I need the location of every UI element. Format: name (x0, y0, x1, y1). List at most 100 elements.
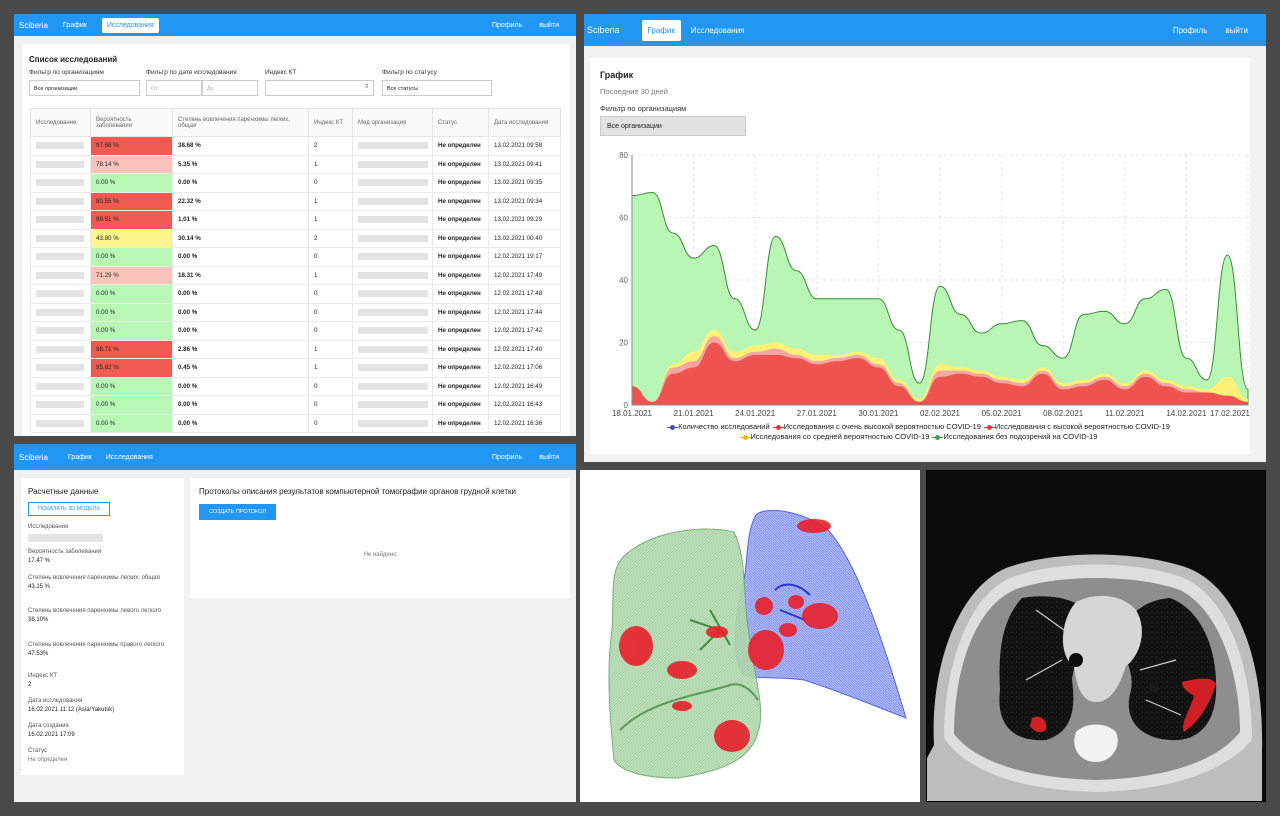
study-id-cell (30, 339, 91, 359)
status-cell: Не определен (432, 265, 489, 285)
col-study[interactable]: Исследование (30, 108, 91, 137)
col-involvement[interactable]: Степень вовлечения паренхимы легких, общ… (172, 108, 309, 137)
date-from-input[interactable]: От (146, 80, 202, 96)
x-tick-label: 05.02.2021 (982, 409, 1023, 418)
ct-index-cell: 0 (308, 247, 353, 267)
legend-item[interactable]: Количество исследований (667, 422, 770, 431)
stepper-arrows-icon[interactable]: ⇕ (363, 84, 369, 90)
med-org-cell (352, 228, 433, 248)
probability-cell: 71.29 % (90, 265, 173, 285)
nav-studies[interactable]: Исследования (101, 17, 159, 33)
col-ct-index[interactable]: Индекс КТ (308, 108, 353, 137)
table-row[interactable]: 0.00 % 0.00 % 0 Не определен 12.02.2021 16:4… (30, 395, 561, 415)
probability-cell: 80.55 % (90, 191, 173, 211)
nav-chart[interactable]: График (67, 453, 92, 461)
brand-logo[interactable]: Sciberia (19, 20, 48, 30)
table-row[interactable]: 97.68 % 38.68 % 2 Не определен 13.02.2021 09… (30, 136, 561, 156)
table-row[interactable]: 95.82 % 0.45 % 1 Не определен 12.02.2021 17:… (30, 358, 561, 378)
med-org-cell (352, 265, 433, 285)
ct-index-cell: 0 (308, 413, 353, 433)
nav-profile[interactable]: Профиль (492, 453, 523, 461)
study-id-placeholder (36, 327, 84, 335)
nav-profile[interactable]: Профиль (492, 21, 523, 29)
table-row[interactable]: 43.80 % 30.14 % 2 Не определен 13.02.2021 00… (30, 228, 561, 248)
chart-card: График Последние 30 дней Фильтр по орган… (590, 58, 1250, 454)
brand-logo[interactable]: Sciberia (587, 25, 620, 35)
study-id-placeholder (36, 234, 84, 242)
nav-logout[interactable]: выйти (1225, 25, 1248, 35)
legend-marker-icon (983, 424, 995, 430)
ct-slice-view[interactable] (926, 470, 1266, 802)
med-org-placeholder (358, 253, 428, 261)
table-row[interactable]: 0.00 % 0.00 % 0 Не определен 12.02.2021 16:3… (30, 413, 561, 433)
table-row[interactable]: 98.71 % 2.86 % 1 Не определен 12.02.2021 17:… (30, 339, 561, 359)
legend-marker-icon (932, 434, 944, 440)
study-id-cell (30, 321, 91, 341)
med-org-placeholder (358, 401, 428, 409)
legend-marker-icon (772, 424, 784, 430)
detail-field: Степень вовлечения паренхимы легких, общ… (28, 575, 178, 591)
org-filter-input[interactable]: Все организации (29, 80, 140, 96)
legend-item[interactable]: Исследования без подозрений на COVID-19 (932, 432, 1097, 441)
table-row[interactable]: 78.14 % 5.35 % 1 Не определен 13.02.2021 09:… (30, 154, 561, 174)
empty-state-text: Не найдено (363, 552, 397, 558)
detail-field-label: Дата создания (28, 723, 69, 729)
date-to-input[interactable]: До (202, 80, 258, 96)
show-3d-model-button[interactable]: ПОКАЗАТЬ 3D МОДЕЛЬ (28, 502, 110, 516)
date-cell: 12.02.2021 17:49 (488, 265, 561, 285)
legend-marker-icon (739, 434, 751, 440)
org-filter-label: Фильтр по организациям (29, 69, 104, 76)
table-row[interactable]: 0.00 % 0.00 % 0 Не определен 13.02.2021 09:3… (30, 173, 561, 193)
involvement-cell: 0.00 % (172, 321, 309, 341)
table-row[interactable]: 0.00 % 0.00 % 0 Не определен 12.02.2021 17:4… (30, 321, 561, 341)
status-cell: Не определен (432, 395, 489, 415)
nav-logout[interactable]: выйти (539, 21, 559, 29)
study-id-placeholder (36, 179, 84, 187)
study-id-placeholder (36, 197, 84, 205)
nav-studies[interactable]: Исследования (105, 453, 153, 461)
ct-index-stepper[interactable]: ⇕ (265, 80, 374, 96)
lung-3d-model-view[interactable] (580, 470, 920, 802)
nav-studies[interactable]: Исследования (690, 25, 745, 35)
detail-field: Вероятность заболевания 17.47 % (28, 549, 178, 565)
ct-index-cell: 0 (308, 284, 353, 304)
col-status[interactable]: Статус (432, 108, 489, 137)
ct-index-cell: 1 (308, 154, 353, 174)
ct-index-cell: 1 (308, 210, 353, 230)
col-date[interactable]: Дата исследования (488, 108, 561, 137)
nav-chart[interactable]: График (641, 19, 681, 41)
table-row[interactable]: 0.00 % 0.00 % 0 Не определен 12.02.2021 17:4… (30, 302, 561, 322)
legend-item[interactable]: Исследования с очень высокой вероятность… (772, 422, 981, 431)
org-filter-select[interactable]: Все организации (600, 116, 746, 136)
study-table: Исследование Вероятность заболевания Сте… (30, 108, 561, 433)
create-protocol-button[interactable]: СОЗДАТЬ ПРОТОКОЛ (199, 504, 276, 520)
table-row[interactable]: 0.00 % 0.00 % 0 Не определен 12.02.2021 16:4… (30, 376, 561, 396)
detail-field-label: Степень вовлечения паренхимы правого лег… (28, 642, 165, 648)
nav-chart[interactable]: График (62, 21, 87, 29)
table-row[interactable]: 80.55 % 22.32 % 1 Не определен 13.02.2021 09… (30, 191, 561, 211)
table-row[interactable]: 71.29 % 18.31 % 1 Не определен 12.02.2021 17… (30, 265, 561, 285)
table-row[interactable]: 0.00 % 0.00 % 0 Не определен 12.02.2021 19:1… (30, 247, 561, 267)
study-id-cell (30, 395, 91, 415)
nav-logout[interactable]: выйти (539, 453, 559, 461)
chart-title: График (600, 70, 634, 80)
med-org-placeholder (358, 271, 428, 279)
med-org-cell (352, 321, 433, 341)
date-cell: 12.02.2021 19:17 (488, 247, 561, 267)
legend-item[interactable]: Исследования со средней вероятностью COV… (739, 432, 929, 441)
brand-logo[interactable]: Sciberia (19, 452, 48, 462)
study-id-cell (30, 191, 91, 211)
study-field: Исследование (28, 524, 178, 542)
col-probability[interactable]: Вероятность заболевания (90, 108, 173, 137)
ct-index-cell: 0 (308, 376, 353, 396)
x-tick-label: 11.02.2021 (1105, 409, 1145, 418)
legend-item[interactable]: Исследования с высокой вероятностью COVI… (983, 422, 1170, 431)
date-filter-label: Фильтр по дате исследования (146, 69, 237, 76)
nav-profile[interactable]: Профиль (1172, 25, 1208, 35)
study-id-cell (30, 210, 91, 230)
table-row[interactable]: 99.51 % 1.01 % 1 Не определен 13.02.2021 09:… (30, 210, 561, 230)
status-filter-input[interactable]: Все статусы (382, 80, 492, 96)
col-med-org[interactable]: Мед организация (352, 108, 433, 137)
table-row[interactable]: 0.00 % 0.00 % 0 Не определен 12.02.2021 17:4… (30, 284, 561, 304)
status-cell: Не определен (432, 173, 489, 193)
